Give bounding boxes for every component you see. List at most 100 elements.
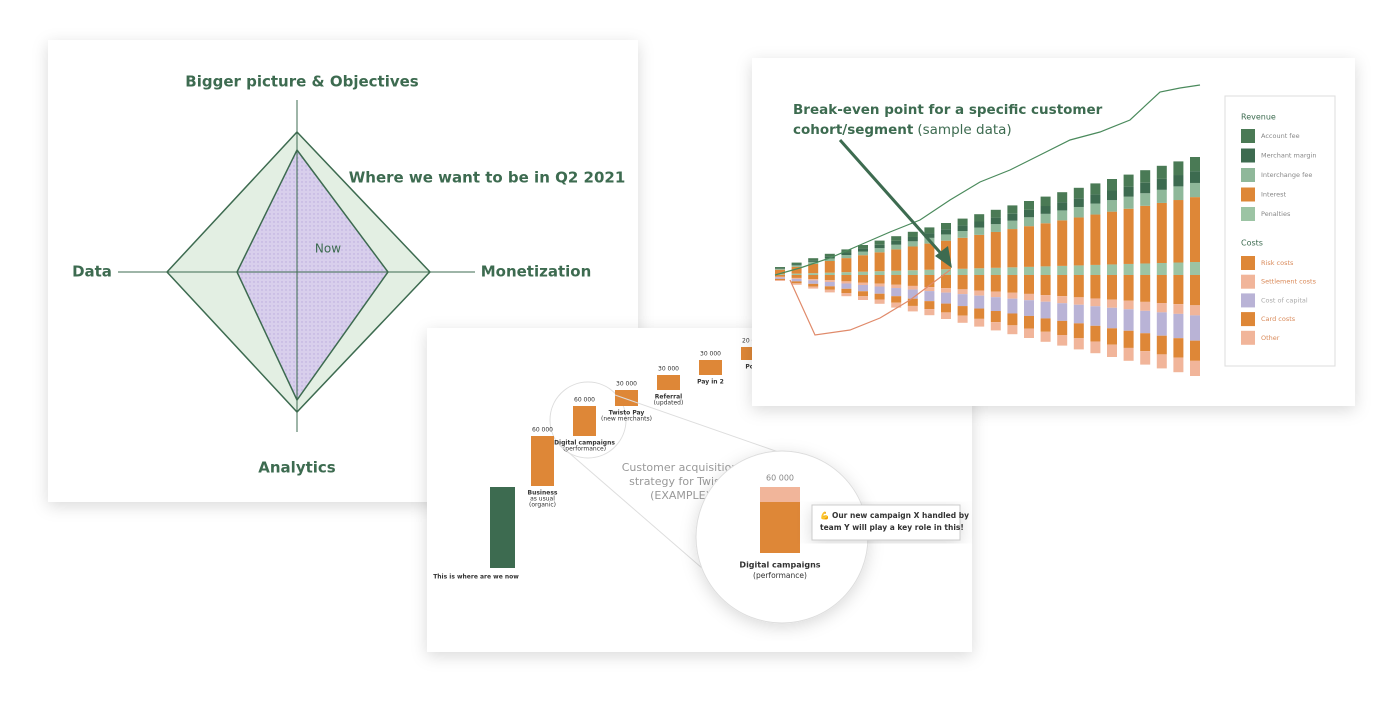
step-amount: 30 000 [658,366,679,373]
bar-segment [1057,265,1068,275]
bar-segment [1024,293,1034,301]
step-label: (organic) [529,502,556,509]
bar-segment [824,261,835,273]
legend-swatch [1241,187,1255,202]
bar-segment [990,231,1001,268]
step-label: Referral [655,394,682,401]
bar-segment [808,273,819,275]
bar-segment [974,295,985,309]
bar-segment [791,273,802,275]
legend-swatch [1241,256,1255,270]
bar-segment [941,312,951,319]
bar-segment [1090,194,1101,204]
bar-segment [907,231,918,237]
bar-segment [1040,318,1051,332]
bar-segment [841,255,852,259]
bar-segment [1057,275,1068,297]
bar-segment [858,245,868,249]
bar-segment [1090,306,1101,326]
bar-segment [1156,275,1167,304]
bar-segment [1007,313,1018,326]
bar-segment [1107,307,1117,329]
bar-segment [1007,205,1018,214]
bar-segment [1024,300,1034,316]
title: cohort/segment (sample data) [793,122,1012,138]
bar-segment [1024,315,1034,329]
zoom: 60 000 Digital campaigns (performance) 💪… [695,450,969,624]
bar-part [760,502,800,553]
bar-segment [957,225,968,232]
step-bar [615,390,638,406]
bar-segment [1090,341,1101,354]
step-label: (updated) [654,400,684,407]
bar-segment [874,299,885,304]
bar-segment [1123,263,1134,275]
bar-segment [1190,197,1200,263]
bar-segment [1090,275,1101,299]
bar-segment [907,305,918,312]
bar-segment [775,277,785,279]
bar-segment [990,217,1001,225]
bar-segment [1057,210,1068,221]
bar-segment [1156,354,1167,369]
bar-segment [841,281,852,284]
step: 30 000 Referral(updated) [654,366,684,407]
bar-segment [874,244,885,249]
bar-segment [775,275,785,277]
legend-item: Cost of capital [1261,296,1308,304]
legend-item: Card costs [1261,315,1296,323]
step-label: Twisto Pay [609,410,645,417]
zoom-line [559,444,711,576]
bar-segment [1140,193,1151,206]
bar-segment [1073,206,1084,218]
title-note: (sample data) [917,122,1011,138]
bar-segment [891,296,902,303]
bar-segment [791,264,802,266]
caption: strategy for Twisto [629,475,731,488]
legend-heading: Costs [1241,239,1263,248]
bar-segment [1073,217,1084,266]
bar-segment [1024,209,1034,218]
step-bar [699,360,722,375]
label: Bigger picture & Objectives [185,73,419,91]
bar-segment [1073,187,1084,199]
bar-segment [841,288,852,294]
bar-segment [1040,301,1051,319]
radar-card: Bigger picture & Objectives Where we wan… [48,40,638,502]
bar-segment [974,318,985,327]
bar-segment [775,276,785,278]
bar-segment [974,221,985,228]
label: Monetization [481,263,592,281]
bar-segment [808,283,819,287]
bar-segment [1024,226,1034,267]
legend-swatch [1241,129,1255,143]
bar-segment [1140,263,1151,275]
bar-segment [874,248,885,253]
bar-segment [957,275,968,290]
bar-segment [1024,328,1034,338]
bar-segment [808,258,819,261]
bar-segment [1024,201,1034,210]
bar-segment [1123,196,1134,209]
bar-segment [1140,275,1151,302]
step-amount: 60 000 [532,427,553,434]
bar-segment [1190,262,1200,275]
bar-segment [990,267,1001,275]
bar-segment [1057,303,1068,321]
bar-segment [1057,296,1068,304]
bar-segment [1024,217,1034,227]
bar-segment [1040,213,1051,224]
bar-segment [924,269,935,275]
legend-item: Penalties [1261,210,1291,218]
legend-swatch [1241,312,1255,327]
legend-swatch [1241,207,1255,221]
bar-segment [957,306,968,316]
bar-segment [1190,315,1200,341]
legend-item: Interest [1261,191,1286,199]
bar-segment [858,275,868,283]
bar-segment [957,218,968,226]
bar-segment [874,240,885,245]
bar-segment [1190,340,1200,361]
bar-segment [874,252,885,272]
